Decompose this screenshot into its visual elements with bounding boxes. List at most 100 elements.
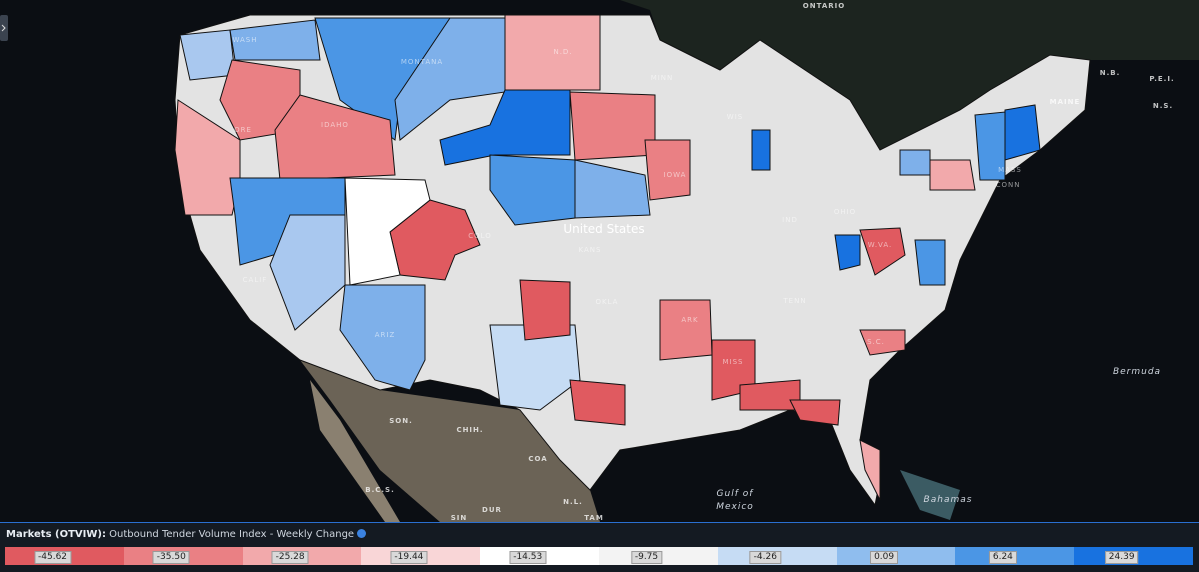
map-label: SON. <box>389 417 413 425</box>
legend-label: -25.28 <box>271 551 309 564</box>
legend-swatch[interactable]: 6.24 <box>955 547 1075 565</box>
canada-land <box>620 0 1199 150</box>
map-label: CHIH. <box>456 426 483 434</box>
legend-swatch[interactable]: -9.75 <box>598 547 718 565</box>
map-label: P.E.I. <box>1149 75 1174 83</box>
region[interactable] <box>569 379 626 426</box>
map-label: N.D. <box>553 48 572 56</box>
legend-label: -35.50 <box>152 551 190 564</box>
map-label: N.L. <box>563 498 583 506</box>
map-label: SIN <box>451 514 468 522</box>
country-label: United States <box>563 222 644 236</box>
region[interactable] <box>974 111 1006 181</box>
region[interactable] <box>644 139 691 201</box>
legend-label: -4.26 <box>749 551 781 564</box>
water-label: Mexico <box>716 502 754 512</box>
region[interactable] <box>834 234 861 271</box>
map-label: CONN <box>996 181 1021 189</box>
map-label: S.C. <box>867 338 885 346</box>
region[interactable] <box>504 14 601 91</box>
map-label: B.C.S. <box>365 486 395 494</box>
info-icon[interactable] <box>357 529 367 538</box>
map-label: IND <box>782 216 798 224</box>
map-label: COA <box>528 455 547 463</box>
water-label: Bahamas <box>924 495 973 505</box>
region[interactable] <box>489 154 576 226</box>
region[interactable] <box>859 227 906 276</box>
region[interactable] <box>339 284 426 391</box>
region[interactable] <box>519 279 571 341</box>
map-label: TAM <box>584 514 604 522</box>
map-label: ONTARIO <box>803 2 845 10</box>
bahamas-island <box>900 470 960 520</box>
region[interactable] <box>1004 104 1041 161</box>
water-label: Gulf of <box>717 489 755 499</box>
legend-label: -9.75 <box>630 551 663 564</box>
sidebar-toggle[interactable] <box>0 15 8 41</box>
map-label: N.S. <box>1153 102 1173 110</box>
region[interactable] <box>789 399 841 426</box>
map-label: N.B. <box>1100 69 1121 77</box>
legend-swatch[interactable]: 24.39 <box>1074 547 1193 565</box>
map-label: ARK <box>681 316 698 324</box>
map-label: W.VA. <box>868 241 893 249</box>
region[interactable] <box>929 159 976 191</box>
map-label: WIS <box>727 113 743 121</box>
map-label: OHIO <box>834 208 856 216</box>
map-label: MASS <box>998 166 1022 174</box>
legend-label: 6.24 <box>988 551 1017 564</box>
region[interactable] <box>174 99 241 216</box>
legend-title-text: Outbound Tender Volume Index - Weekly Ch… <box>109 529 355 540</box>
region[interactable] <box>899 149 931 176</box>
map-label: COLO <box>468 232 492 240</box>
legend-title: Markets (OTVIW): Outbound Tender Volume … <box>6 529 367 540</box>
map-label: KANS <box>579 246 602 254</box>
legend-swatch[interactable]: -19.44 <box>361 547 481 565</box>
baja-land <box>310 380 400 522</box>
legend-label: -19.44 <box>390 551 428 564</box>
region[interactable] <box>179 29 236 81</box>
legend-label: -14.53 <box>509 551 547 564</box>
map-label: IDAHO <box>321 121 349 129</box>
legend-swatch[interactable]: -4.26 <box>717 547 837 565</box>
map-label: ORE <box>234 126 252 134</box>
water-label: Bermuda <box>1113 367 1161 377</box>
region[interactable] <box>859 439 881 501</box>
legend-swatch[interactable]: -14.53 <box>480 547 599 565</box>
mexico-land <box>300 360 600 522</box>
region[interactable] <box>439 89 571 166</box>
legend-swatch[interactable]: 0.09 <box>836 547 956 565</box>
map[interactable]: ONTARIO N.B. P.E.I. N.S. MAINE WASH MONT… <box>0 0 1199 522</box>
map-label: MAINE <box>1050 98 1081 106</box>
region[interactable] <box>574 159 651 219</box>
region[interactable] <box>269 214 346 331</box>
region[interactable] <box>739 379 801 411</box>
map-label: TENN <box>782 297 806 305</box>
toggle-chevron <box>1 24 6 32</box>
region[interactable] <box>659 299 713 361</box>
region[interactable] <box>569 91 656 161</box>
region[interactable] <box>859 329 906 356</box>
map-label: MINN <box>651 74 674 82</box>
region[interactable] <box>229 19 321 61</box>
legend-swatch[interactable]: -25.28 <box>242 547 362 565</box>
map-label: OKLA <box>596 298 619 306</box>
legend-label: -45.62 <box>34 551 72 564</box>
map-label: WASH <box>232 36 257 44</box>
legend-label: 0.09 <box>870 551 899 564</box>
map-label: IOWA <box>664 171 687 179</box>
legend-title-bold: Markets (OTVIW): <box>6 529 106 540</box>
legend-bar: -45.62 -35.50 -25.28 -19.44 -14.53 -9.75 -4.26… <box>5 547 1193 565</box>
map-label: CALIF <box>243 276 268 284</box>
legend-label: 24.39 <box>1104 551 1139 564</box>
map-label: MISS <box>723 358 744 366</box>
map-label: ARIZ <box>375 331 396 339</box>
legend-swatch[interactable]: -35.50 <box>123 547 243 565</box>
map-label: MONTANA <box>401 58 443 66</box>
region[interactable] <box>751 129 771 171</box>
legend-swatch[interactable]: -45.62 <box>5 547 124 565</box>
region[interactable] <box>219 59 301 141</box>
region[interactable] <box>914 239 946 286</box>
map-label: DUR <box>482 506 502 514</box>
